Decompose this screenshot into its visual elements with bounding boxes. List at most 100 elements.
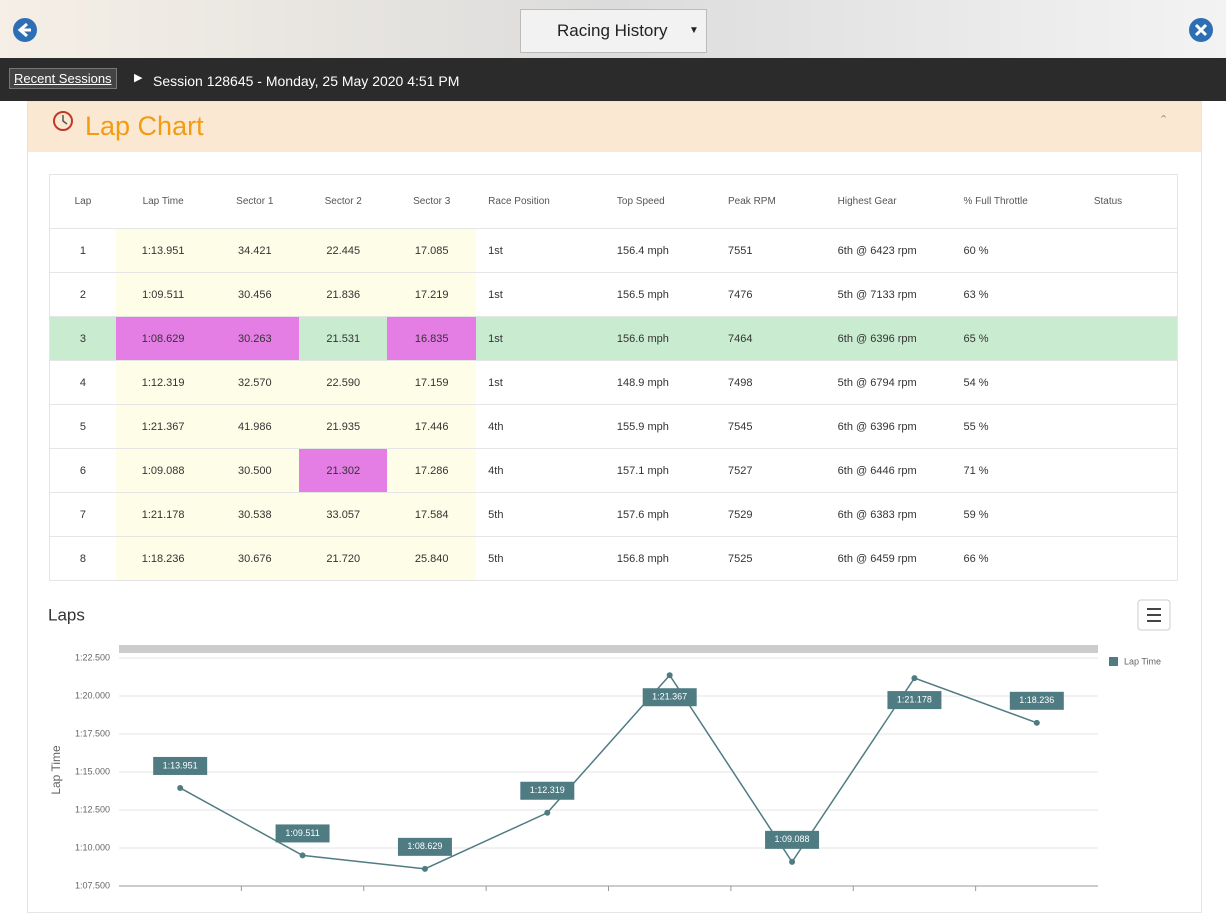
data-label: 1:08.629: [407, 841, 442, 851]
cell: 33.057: [299, 493, 387, 537]
cell: 66 %: [952, 537, 1082, 581]
cell: 5th: [476, 537, 605, 581]
session-label: Session 128645 - Monday, 25 May 2020 4:5…: [153, 73, 459, 89]
cell: 30.676: [210, 537, 299, 581]
cell: 5th @ 6794 rpm: [826, 361, 952, 405]
column-header: Race Position: [476, 175, 605, 229]
view-select[interactable]: Racing History▼: [520, 9, 707, 53]
column-header: Top Speed: [605, 175, 716, 229]
cell: 156.6 mph: [605, 317, 716, 361]
point: [177, 785, 183, 791]
y-tick-label: 1:17.500: [75, 728, 110, 738]
cell: 6th @ 6459 rpm: [826, 537, 952, 581]
cell: 17.219: [387, 273, 476, 317]
cell: 5th @ 7133 rpm: [826, 273, 952, 317]
cell: 1:09.511: [116, 273, 210, 317]
cell: 21.531: [299, 317, 387, 361]
chart-title: Laps: [48, 605, 85, 624]
cell: 6th @ 6423 rpm: [826, 229, 952, 273]
cell: 6th @ 6396 rpm: [826, 317, 952, 361]
cell: 156.5 mph: [605, 273, 716, 317]
cell: [1082, 493, 1178, 537]
cell: 30.500: [210, 449, 299, 493]
cell: [1082, 273, 1178, 317]
point: [667, 672, 673, 678]
cell: 157.6 mph: [605, 493, 716, 537]
lap-row: 71:21.17830.53833.05717.5845th157.6 mph7…: [50, 493, 1178, 537]
column-header: Sector 2: [299, 175, 387, 229]
cell: [1082, 361, 1178, 405]
point: [1034, 720, 1040, 726]
column-header: % Full Throttle: [952, 175, 1082, 229]
lap-row: 21:09.51130.45621.83617.2191st156.5 mph7…: [50, 273, 1178, 317]
cell: 1:21.178: [116, 493, 210, 537]
point: [789, 859, 795, 865]
back-button[interactable]: [12, 17, 38, 43]
cell: 7529: [716, 493, 826, 537]
cell: 6: [50, 449, 116, 493]
cell: 1:08.629: [116, 317, 210, 361]
cell: 7527: [716, 449, 826, 493]
cell: 17.085: [387, 229, 476, 273]
y-axis-title: Lap Time: [49, 745, 63, 795]
cell: 4: [50, 361, 116, 405]
data-label: 1:09.088: [775, 834, 810, 844]
chart: Laps Lap Time 1:07.5001:10.0001:12.5001:…: [0, 590, 1226, 900]
cell: 1st: [476, 317, 605, 361]
column-header: Lap Time: [116, 175, 210, 229]
cell: 7551: [716, 229, 826, 273]
cell: 8: [50, 537, 116, 581]
cell: 6th @ 6383 rpm: [826, 493, 952, 537]
breadcrumb: Recent Sessions ▶ Session 128645 - Monda…: [0, 58, 1226, 101]
data-label: 1:12.319: [530, 785, 565, 795]
point: [544, 810, 550, 816]
column-header: Peak RPM: [716, 175, 826, 229]
y-tick-label: 1:22.500: [75, 652, 110, 662]
cell: [1082, 229, 1178, 273]
cell: 32.570: [210, 361, 299, 405]
cell: 7545: [716, 405, 826, 449]
cell: 1:18.236: [116, 537, 210, 581]
cell: 22.445: [299, 229, 387, 273]
cell: 1:09.088: [116, 449, 210, 493]
cell: 7464: [716, 317, 826, 361]
cell: 60 %: [952, 229, 1082, 273]
cell: 16.835: [387, 317, 476, 361]
cell: 155.9 mph: [605, 405, 716, 449]
cell: 21.935: [299, 405, 387, 449]
lap-row: 11:13.95134.42122.44517.0851st156.4 mph7…: [50, 229, 1178, 273]
cell: 7498: [716, 361, 826, 405]
point: [911, 675, 917, 681]
cell: 54 %: [952, 361, 1082, 405]
column-header: Status: [1082, 175, 1178, 229]
close-button[interactable]: [1188, 17, 1214, 43]
cell: 7525: [716, 537, 826, 581]
cell: [1082, 449, 1178, 493]
cell: 30.263: [210, 317, 299, 361]
y-tick-label: 1:10.000: [75, 842, 110, 852]
cell: 7476: [716, 273, 826, 317]
cell: 1:21.367: [116, 405, 210, 449]
column-header: Sector 1: [210, 175, 299, 229]
cell: 2: [50, 273, 116, 317]
collapse-button[interactable]: ˆ: [1161, 114, 1166, 132]
cell: 63 %: [952, 273, 1082, 317]
cell: 41.986: [210, 405, 299, 449]
cell: 148.9 mph: [605, 361, 716, 405]
data-label: 1:09.511: [285, 828, 319, 838]
cell: 1st: [476, 229, 605, 273]
panel-title: Lap Chart: [85, 111, 204, 142]
legend-swatch: [1109, 657, 1118, 666]
scrollbar: [119, 645, 1098, 653]
cell: 22.590: [299, 361, 387, 405]
top-bar: Racing History▼: [0, 0, 1226, 58]
recent-sessions-link[interactable]: Recent Sessions: [9, 68, 117, 89]
cell: [1082, 405, 1178, 449]
cell: 156.8 mph: [605, 537, 716, 581]
column-header: Lap: [50, 175, 116, 229]
y-tick-label: 1:15.000: [75, 766, 110, 776]
cell: 1st: [476, 361, 605, 405]
cell: 5th: [476, 493, 605, 537]
legend-label: Lap Time: [1124, 656, 1161, 666]
